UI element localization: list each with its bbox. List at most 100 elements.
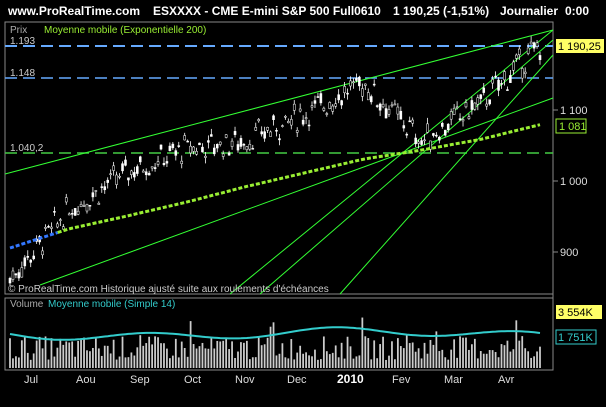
candle-body[interactable] [387, 109, 391, 115]
candle-body[interactable] [435, 134, 438, 137]
candle-body[interactable] [91, 192, 95, 198]
candle-body[interactable] [497, 79, 500, 91]
volume-bar[interactable] [130, 352, 133, 368]
volume-bar[interactable] [86, 350, 88, 368]
candle-body[interactable] [127, 177, 130, 181]
candle-body[interactable] [449, 111, 453, 120]
candle-body[interactable] [446, 123, 450, 130]
volume-bar[interactable] [494, 352, 497, 368]
candle-body[interactable] [358, 76, 361, 87]
volume-bar[interactable] [201, 342, 204, 368]
volume-bar[interactable] [518, 340, 521, 368]
volume-bar[interactable] [337, 357, 340, 368]
volume-bar[interactable] [23, 337, 26, 368]
volume-bar[interactable] [328, 354, 331, 368]
candle-body[interactable] [103, 186, 107, 191]
support-resistance-levels[interactable] [5, 45, 553, 154]
volume-bar[interactable] [394, 359, 396, 368]
volume-bar[interactable] [112, 339, 115, 368]
candle-body[interactable] [14, 273, 18, 276]
candle-body[interactable] [183, 135, 186, 141]
candle-body[interactable] [443, 129, 447, 136]
candle-body[interactable] [340, 100, 343, 106]
time-axis[interactable]: Jul Aou Sep Oct Nov Dec 2010 Fev Mar Avr [24, 372, 515, 386]
volume-bar[interactable] [414, 351, 417, 368]
volume-bar[interactable] [80, 338, 82, 368]
candle-body[interactable] [192, 146, 195, 152]
volume-bar[interactable] [225, 338, 228, 368]
volume-bar[interactable] [358, 355, 361, 368]
volume-bar[interactable] [405, 335, 408, 368]
volume-bar[interactable] [331, 352, 334, 368]
volume-bar[interactable] [243, 342, 245, 368]
candle-body[interactable] [79, 204, 83, 207]
volume-bar[interactable] [228, 349, 230, 368]
candle-body[interactable] [94, 190, 98, 192]
volume-bar[interactable] [89, 351, 91, 368]
candle-body[interactable] [227, 152, 231, 156]
candle-body[interactable] [476, 97, 480, 105]
volume-bar[interactable] [314, 349, 316, 368]
candle-body[interactable] [423, 139, 426, 142]
volume-bar[interactable] [420, 358, 423, 368]
candle-body[interactable] [375, 105, 379, 107]
candle-body[interactable] [47, 226, 50, 228]
volume-bar[interactable] [94, 338, 97, 368]
candle-body[interactable] [506, 89, 509, 91]
volume-bar[interactable] [157, 337, 159, 368]
volume-bar[interactable] [278, 353, 281, 368]
price-panel[interactable] [4, 21, 554, 295]
volume-bar[interactable] [133, 355, 136, 368]
volume-bar[interactable] [189, 321, 192, 368]
candle-body[interactable] [263, 131, 266, 139]
candle-body[interactable] [100, 186, 104, 188]
candle-body[interactable] [523, 71, 527, 74]
volume-bar[interactable] [136, 347, 139, 368]
volume-bar[interactable] [423, 342, 426, 368]
candle-body[interactable] [287, 121, 290, 124]
volume-indicator-label[interactable]: Moyenne mobile (Simple 14) [48, 299, 175, 310]
volume-bar[interactable] [263, 344, 266, 368]
candle-body[interactable] [432, 133, 435, 136]
volume-bar[interactable] [127, 357, 130, 368]
candle-body[interactable] [230, 140, 234, 147]
candle-body[interactable] [272, 115, 275, 120]
candle-body[interactable] [405, 133, 409, 136]
ema-line-early[interactable] [9, 231, 59, 250]
volume-bar[interactable] [77, 340, 79, 368]
candle-body[interactable] [97, 202, 101, 205]
volume-bar[interactable] [476, 358, 479, 368]
volume-bar[interactable] [524, 348, 527, 368]
volume-bar[interactable] [485, 353, 488, 368]
volume-bar[interactable] [290, 339, 293, 368]
candle-body[interactable] [366, 92, 370, 101]
candle-body[interactable] [512, 61, 515, 71]
candle-body[interactable] [23, 257, 27, 267]
volume-bar[interactable] [435, 331, 438, 368]
candle-body[interactable] [266, 126, 269, 131]
candle-body[interactable] [364, 83, 367, 86]
candle-body[interactable] [301, 119, 305, 125]
volume-bar[interactable] [92, 347, 94, 368]
candle-body[interactable] [390, 104, 394, 107]
candle-body[interactable] [124, 159, 127, 166]
volume-bar[interactable] [482, 353, 485, 368]
volume-bar[interactable] [308, 355, 310, 368]
candle-body[interactable] [168, 145, 172, 151]
volume-bar[interactable] [396, 338, 399, 368]
volume-bar[interactable] [515, 320, 518, 368]
candle-body[interactable] [70, 213, 74, 215]
volume-bar[interactable] [180, 341, 183, 368]
volume-bar[interactable] [192, 344, 195, 368]
volume-bar[interactable] [340, 342, 343, 368]
volume-bar[interactable] [68, 342, 71, 368]
candle-body[interactable] [295, 130, 299, 133]
candle-body[interactable] [467, 116, 471, 119]
volume-bar[interactable] [240, 342, 242, 368]
volume-bar[interactable] [311, 356, 313, 368]
volume-bar[interactable] [281, 343, 284, 368]
candle-body[interactable] [136, 166, 139, 174]
volume-bar[interactable] [355, 356, 358, 368]
volume-bar[interactable] [367, 338, 370, 368]
